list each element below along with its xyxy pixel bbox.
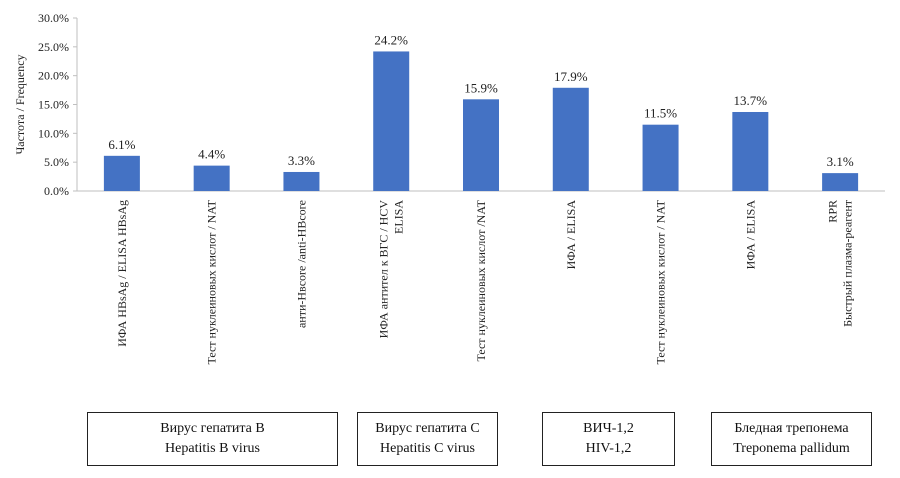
y-tick-label: 20.0% <box>38 69 69 83</box>
bar <box>283 171 320 191</box>
data-label: 3.1% <box>827 154 854 169</box>
category-label: анти-Hвcore /anti-HBcore <box>294 200 308 328</box>
category-label: ИФА / ELISA <box>564 200 578 270</box>
group-label-line: Вирус гепатита C <box>375 421 480 436</box>
data-label: 15.9% <box>464 80 498 95</box>
bar <box>552 87 589 191</box>
y-tick-label: 15.0% <box>38 98 69 112</box>
data-label: 6.1% <box>108 137 135 152</box>
bar <box>193 165 230 191</box>
bar <box>642 124 679 191</box>
category-label: ИФА HBsAg / ELISA HBsAg <box>115 200 129 347</box>
group-label-line: Treponema pallidum <box>733 441 850 456</box>
data-label: 24.2% <box>374 32 408 47</box>
y-tick-label: 30.0% <box>38 11 69 25</box>
data-label: 13.7% <box>734 93 768 108</box>
y-tick-label: 0.0% <box>44 184 69 198</box>
group-label-line: Вирус гепатита B <box>160 421 265 436</box>
category-label: Быстрый плазма-реагент <box>841 199 855 327</box>
category-label: RPR <box>826 200 840 223</box>
group-label-line: Бледная трепонема <box>734 421 849 436</box>
data-label: 17.9% <box>554 69 588 84</box>
y-tick-label: 25.0% <box>38 40 69 54</box>
data-label: 3.3% <box>288 153 315 168</box>
category-label: ELISA <box>392 200 406 234</box>
category-label: Тест нуклеиновых кислот /NAT <box>474 199 488 361</box>
bar <box>463 99 499 191</box>
category-label: Тест нуклеиновых кислот / NAT <box>654 199 668 364</box>
bar <box>103 155 140 191</box>
bar <box>822 173 859 191</box>
y-tick-label: 10.0% <box>38 126 69 140</box>
group-box-treponema: Бледная трепонема Treponema pallidum <box>711 412 872 466</box>
category-label: ИФА антител к ВГС / HCV <box>377 200 391 339</box>
group-label-line: HIV-1,2 <box>585 441 632 456</box>
y-axis-title: Частота / Frequency <box>13 54 27 154</box>
group-box-hiv: ВИЧ-1,2 HIV-1,2 <box>542 412 675 466</box>
group-box-hepatitis-b: Вирус гепатита B Hepatitis B virus <box>87 412 338 466</box>
bar <box>732 111 769 191</box>
group-label-line: Hepatitis B virus <box>165 441 260 456</box>
category-label: ИФА / ELISA <box>743 200 757 270</box>
group-box-hepatitis-c: Вирус гепатита C Hepatitis C virus <box>357 412 498 466</box>
bar <box>373 51 410 191</box>
y-tick-label: 5.0% <box>44 155 69 169</box>
category-label: Тест нуклеиновых кислот / NAT <box>205 199 219 364</box>
data-label: 11.5% <box>644 106 677 121</box>
group-label-line: ВИЧ-1,2 <box>583 421 634 436</box>
group-label-line: Hepatitis C virus <box>380 441 475 456</box>
data-label: 4.4% <box>198 147 225 162</box>
